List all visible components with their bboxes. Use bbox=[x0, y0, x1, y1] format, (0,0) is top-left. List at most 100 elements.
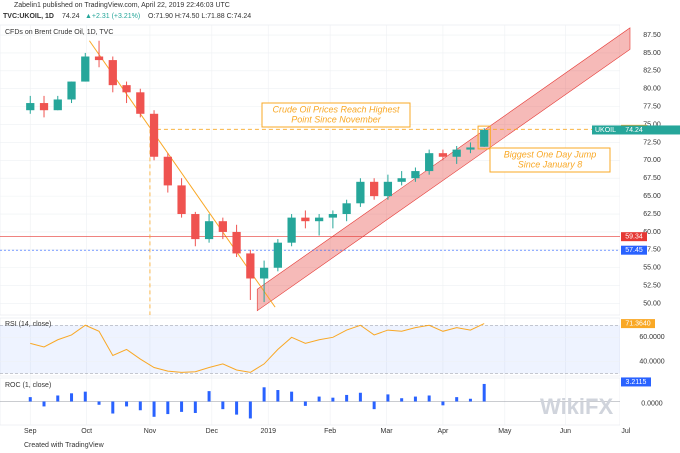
annotation-box bbox=[489, 147, 611, 173]
roc-bar bbox=[28, 397, 32, 402]
roc-bar bbox=[248, 401, 252, 419]
candle-body bbox=[315, 217, 324, 222]
annotation: Crude Oil Prices Reach Highest bbox=[272, 104, 400, 114]
x-tick-label: Feb bbox=[324, 428, 336, 435]
candle-body bbox=[411, 171, 420, 179]
level-tag bbox=[621, 245, 647, 255]
level-tag bbox=[621, 232, 647, 242]
roc-bar bbox=[482, 383, 486, 402]
candle-body bbox=[26, 103, 35, 111]
roc-bar bbox=[83, 391, 87, 402]
last-price: 74.24 bbox=[62, 13, 80, 20]
roc-bar bbox=[468, 398, 472, 402]
candle-body bbox=[163, 156, 172, 186]
candle-body bbox=[438, 153, 448, 157]
candle-body bbox=[53, 99, 62, 111]
y-tick-label: 82.50 bbox=[643, 68, 661, 75]
candle-body bbox=[397, 178, 406, 182]
change: ▲+2.31 (+3.21%) bbox=[85, 13, 140, 20]
roc-bar bbox=[317, 396, 321, 402]
y-tick-label: 75.00 bbox=[643, 121, 661, 128]
x-tick-label: Mar bbox=[380, 428, 393, 435]
roc-bar bbox=[455, 397, 459, 402]
publisher: Zabelin1 published on TradingView.com, A… bbox=[14, 2, 230, 9]
rsi-band bbox=[0, 325, 620, 374]
x-tick-label: Dec bbox=[206, 428, 219, 435]
y-tick-label: 65.00 bbox=[643, 193, 661, 200]
roc-bar bbox=[427, 395, 431, 402]
roc-bar bbox=[97, 401, 101, 405]
candle-body bbox=[356, 181, 365, 204]
roc-bar bbox=[345, 394, 349, 402]
symbol: TVC:UKOIL, 1D bbox=[3, 13, 54, 20]
x-tick-label: Sep bbox=[24, 428, 37, 435]
candle-body bbox=[136, 92, 145, 114]
level-label: 57.45 bbox=[625, 247, 643, 254]
level-label: 59.34 bbox=[625, 234, 643, 241]
candle-body bbox=[122, 85, 131, 93]
roc-tag bbox=[621, 377, 651, 387]
y-tick-label: 62.50 bbox=[643, 211, 661, 218]
candle-body bbox=[452, 149, 461, 157]
roc-bar bbox=[276, 390, 280, 402]
y-tick-label: 85.00 bbox=[643, 50, 661, 57]
x-tick-label: Jul bbox=[621, 428, 630, 435]
annotation: Biggest One Day Jump bbox=[504, 149, 597, 159]
rsi-line bbox=[30, 323, 485, 373]
candle-body bbox=[204, 221, 214, 240]
roc-bar bbox=[207, 391, 211, 402]
y-tick-label: 77.50 bbox=[643, 103, 661, 110]
y-tick-label: 60.0000 bbox=[639, 334, 664, 341]
roc-bar bbox=[400, 398, 404, 402]
y-tick-label: 0.0000 bbox=[641, 400, 663, 407]
watermark: WikiFX bbox=[540, 394, 613, 419]
candle-body bbox=[480, 129, 489, 147]
roc-bar bbox=[386, 394, 390, 402]
y-tick-label: 52.50 bbox=[643, 282, 661, 289]
y-tick-label: 67.50 bbox=[643, 175, 661, 182]
trendline bbox=[89, 40, 276, 308]
chart-title: CFDs on Brent Crude Oil, 1D, TVC bbox=[5, 29, 113, 36]
roc-bar bbox=[413, 396, 417, 402]
x-tick-label: Jun bbox=[560, 428, 571, 435]
y-tick-label: 80.00 bbox=[643, 86, 661, 93]
rsi-last: 71.3640 bbox=[625, 320, 650, 327]
roc-bar bbox=[166, 401, 170, 415]
x-tick-label: 2019 bbox=[260, 428, 276, 435]
y-tick-label: 72.50 bbox=[643, 139, 661, 146]
roc-bar bbox=[372, 401, 376, 410]
last-value: 74.24 bbox=[625, 127, 643, 134]
roc-bar bbox=[290, 391, 294, 402]
annotation-box bbox=[261, 102, 411, 128]
roc-title: ROC (1, close) bbox=[5, 382, 51, 389]
roc-bar bbox=[193, 401, 197, 413]
price-axis bbox=[620, 25, 680, 430]
y-tick-label: 55.00 bbox=[643, 265, 661, 272]
candle-body bbox=[425, 153, 434, 172]
y-tick-label: 60.00 bbox=[643, 229, 661, 236]
footer: Created with TradingView bbox=[24, 442, 105, 449]
candle-body bbox=[370, 181, 379, 197]
x-tick-label: May bbox=[498, 428, 512, 435]
candle-body bbox=[301, 217, 310, 222]
roc-bar bbox=[138, 401, 142, 411]
annotation: Since January 8 bbox=[518, 159, 583, 169]
y-tick-label: 50.00 bbox=[643, 300, 661, 307]
x-tick-label: Nov bbox=[144, 428, 157, 435]
roc-bar bbox=[303, 401, 307, 406]
roc-bar bbox=[358, 392, 362, 402]
candle-body bbox=[246, 253, 255, 279]
y-tick-label: 57.50 bbox=[643, 247, 661, 254]
last-tag bbox=[592, 125, 680, 135]
y-tick-label: 40.0000 bbox=[639, 358, 664, 365]
roc-bar bbox=[331, 397, 335, 402]
channel bbox=[256, 27, 631, 312]
roc-bar bbox=[180, 401, 184, 412]
y-tick-label: 87.50 bbox=[643, 32, 661, 39]
candle-body bbox=[287, 217, 296, 243]
candle-body bbox=[39, 103, 49, 111]
candle-body bbox=[149, 113, 159, 157]
candle-body bbox=[232, 231, 241, 254]
candle-body bbox=[273, 242, 282, 268]
